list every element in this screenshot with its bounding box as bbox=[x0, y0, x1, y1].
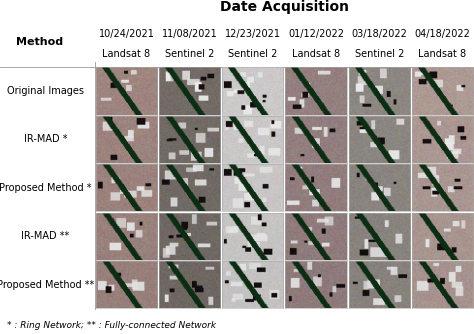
Text: Landsat 8: Landsat 8 bbox=[102, 49, 150, 59]
Text: Sentinel 2: Sentinel 2 bbox=[165, 49, 214, 59]
Text: 10/24/2021: 10/24/2021 bbox=[99, 29, 155, 39]
Text: Proposed Method *: Proposed Method * bbox=[0, 183, 92, 193]
Text: IR-MAD **: IR-MAD ** bbox=[21, 231, 70, 241]
Text: IR-MAD *: IR-MAD * bbox=[24, 135, 67, 144]
Text: 11/08/2021: 11/08/2021 bbox=[162, 29, 218, 39]
Text: Sentinel 2: Sentinel 2 bbox=[228, 49, 277, 59]
Text: Original Images: Original Images bbox=[7, 86, 84, 96]
Text: Date Acquisition: Date Acquisition bbox=[220, 0, 349, 13]
Text: Method: Method bbox=[16, 37, 64, 47]
Text: 04/18/2022: 04/18/2022 bbox=[414, 29, 470, 39]
Text: Landsat 8: Landsat 8 bbox=[292, 49, 340, 59]
Text: * : Ring Network; ** : Fully-connected Network: * : Ring Network; ** : Fully-connected N… bbox=[7, 321, 216, 330]
Text: 12/23/2021: 12/23/2021 bbox=[225, 29, 281, 39]
Text: Landsat 8: Landsat 8 bbox=[419, 49, 466, 59]
Text: Proposed Method **: Proposed Method ** bbox=[0, 280, 94, 290]
Text: Sentinel 2: Sentinel 2 bbox=[355, 49, 404, 59]
Text: 01/12/2022: 01/12/2022 bbox=[288, 29, 344, 39]
Text: 03/18/2022: 03/18/2022 bbox=[351, 29, 407, 39]
